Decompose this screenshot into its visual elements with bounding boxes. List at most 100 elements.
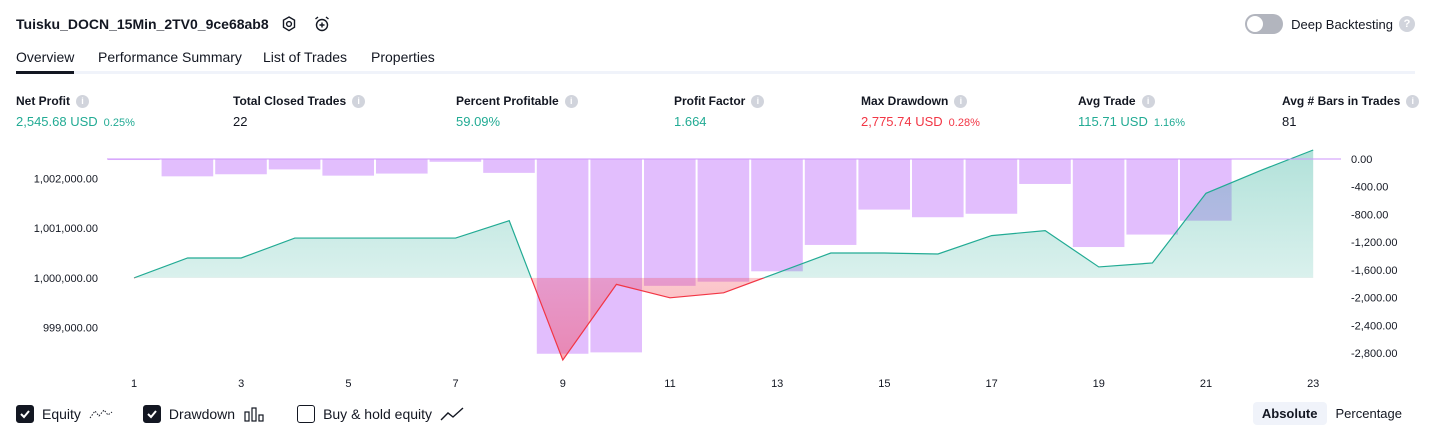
- equity-line: [133, 149, 1314, 362]
- tab-list-of-trades[interactable]: List of Trades: [263, 49, 348, 65]
- right-axis-tick: -2,800.00: [1351, 348, 1397, 360]
- drawdown-bar[interactable]: [804, 159, 857, 245]
- right-axis-tick: -2,000.00: [1351, 293, 1397, 305]
- x-axis-tick: 13: [771, 378, 783, 390]
- alarm-add-icon[interactable]: [311, 13, 333, 35]
- drawdown-bar[interactable]: [644, 159, 696, 286]
- metric-max-drawdown: Max Drawdown i 2,775.74 USD 0.28%: [861, 94, 980, 129]
- right-axis-tick: -800.00: [1351, 209, 1388, 221]
- legend-label: Equity: [42, 406, 81, 422]
- left-axis-tick: 999,000.00: [43, 323, 98, 335]
- x-axis-tick: 15: [878, 378, 890, 390]
- drawdown-bar[interactable]: [108, 159, 160, 161]
- checkbox-checked[interactable]: [16, 405, 34, 423]
- drawdown-bar[interactable]: [912, 159, 964, 218]
- info-icon[interactable]: i: [751, 94, 765, 108]
- x-axis-tick: 19: [1093, 378, 1105, 390]
- metric-profit-factor: Profit Factor i 1.664: [674, 94, 765, 129]
- legend-buy-hold-toggle[interactable]: Buy & hold equity: [297, 405, 464, 423]
- metric-value: 2,545.68 USD: [16, 114, 98, 129]
- drawdown-bar[interactable]: [751, 159, 803, 272]
- deep-backtesting-toggle[interactable]: [1245, 14, 1284, 34]
- drawdown-bar[interactable]: [590, 159, 642, 353]
- drawdown-bar[interactable]: [322, 159, 374, 176]
- question-icon[interactable]: ?: [1399, 16, 1415, 32]
- x-axis-tick: 5: [345, 378, 351, 390]
- metric-percent-profitable: Percent Profitable i 59.09%: [456, 94, 578, 129]
- info-icon[interactable]: i: [954, 94, 968, 108]
- right-axis-tick: -400.00: [1351, 182, 1388, 194]
- metric-label: Total Closed Trades: [233, 94, 347, 108]
- equity-area: [134, 150, 1314, 360]
- metric-label: Max Drawdown: [861, 94, 949, 108]
- metric-label: Percent Profitable: [456, 94, 559, 108]
- left-axis-tick: 1,001,000.00: [34, 223, 98, 235]
- drawdown-bar[interactable]: [215, 159, 267, 175]
- equity-area-positive: [134, 150, 1314, 278]
- metric-avg-bars-in-trades: Avg # Bars in Trades i 81: [1282, 94, 1420, 129]
- equity-line-negative: [134, 277, 766, 362]
- legend-label: Buy & hold equity: [323, 406, 433, 422]
- drawdown-bar[interactable]: [268, 159, 321, 170]
- info-icon[interactable]: i: [564, 94, 578, 108]
- x-axis-tick: 11: [664, 378, 675, 390]
- x-axis-tick: 23: [1307, 378, 1319, 390]
- x-axis-tick: 21: [1200, 378, 1212, 390]
- metric-net-profit: Net Profit i 2,545.68 USD 0.25%: [16, 94, 135, 129]
- equity-drawdown-chart[interactable]: 1,002,000.00 1,001,000.00 1,000,000.00 999,…: [0, 140, 1431, 395]
- checkbox-checked[interactable]: [142, 405, 161, 423]
- drawdown-bar[interactable]: [858, 159, 910, 210]
- gear-icon[interactable]: [278, 13, 300, 35]
- checkbox-unchecked[interactable]: [297, 405, 316, 423]
- deep-backtesting-control: Deep Backtesting ?: [1245, 12, 1415, 36]
- right-axis-tick: 0.00: [1351, 154, 1372, 166]
- trend-line-icon: [440, 406, 464, 422]
- metric-avg-trade: Avg Trade i 115.71 USD 1.16%: [1078, 94, 1185, 129]
- report-header: Tuisku_DOCN_15Min_2TV0_9ce68ab8 Deep Bac…: [16, 12, 1415, 38]
- info-icon[interactable]: i: [1406, 94, 1420, 108]
- drawdown-bar[interactable]: [965, 159, 1018, 214]
- metric-value: 115.71 USD: [1078, 114, 1148, 129]
- right-axis-tick: -2,400.00: [1351, 320, 1397, 332]
- x-axis-tick: 17: [985, 378, 997, 390]
- tab-overview[interactable]: Overview: [16, 49, 75, 74]
- drawdown-bar[interactable]: [161, 159, 214, 177]
- left-axis-tick: 1,002,000.00: [34, 173, 98, 185]
- chart-axes: 1,002,000.00 1,001,000.00 1,000,000.00 999,…: [34, 154, 1398, 390]
- value-mode-switch: Absolute Percentage: [1252, 402, 1411, 425]
- info-icon[interactable]: i: [76, 94, 89, 108]
- metric-value: 81: [1282, 114, 1297, 129]
- x-axis-tick: 1: [131, 378, 137, 390]
- legend-equity-toggle[interactable]: Equity: [16, 405, 113, 423]
- drawdown-bar[interactable]: [1126, 159, 1178, 235]
- summary-metrics: Net Profit i 2,545.68 USD 0.25% Total Clos…: [16, 94, 1420, 130]
- info-icon[interactable]: i: [1141, 94, 1155, 108]
- drawdown-bar[interactable]: [483, 159, 535, 173]
- equity-line-icon: [89, 406, 113, 422]
- right-axis-tick: -1,600.00: [1351, 265, 1397, 277]
- drawdown-bar[interactable]: [697, 159, 750, 282]
- tab-performance-summary[interactable]: Performance Summary: [98, 49, 242, 65]
- drawdown-bar[interactable]: [1019, 159, 1071, 184]
- metric-value: 22: [233, 114, 248, 129]
- chart-legend: Equity Drawdown Buy & hold equity: [16, 402, 494, 426]
- tab-properties[interactable]: Properties: [371, 49, 435, 65]
- info-icon[interactable]: i: [352, 94, 366, 108]
- x-axis-tick: 9: [560, 378, 566, 390]
- equity-line-positive: [133, 149, 1314, 278]
- drawdown-bars-icon: [243, 406, 267, 422]
- drawdown-bar[interactable]: [376, 159, 428, 174]
- metric-value: 1.664: [674, 114, 707, 129]
- percentage-mode-button[interactable]: Percentage: [1335, 406, 1403, 421]
- drawdown-bar[interactable]: [1072, 159, 1125, 248]
- metric-percent: 0.25%: [103, 117, 135, 129]
- x-axis-tick: 7: [453, 378, 459, 390]
- metric-value: 59.09%: [456, 114, 501, 129]
- metric-percent: 1.16%: [1153, 117, 1186, 129]
- absolute-mode-button[interactable]: Absolute: [1252, 402, 1327, 425]
- right-axis-tick: -1,200.00: [1351, 237, 1397, 249]
- metric-label: Avg Trade: [1078, 94, 1136, 108]
- legend-drawdown-toggle[interactable]: Drawdown: [142, 405, 267, 423]
- drawdown-bar[interactable]: [429, 159, 482, 162]
- left-axis-tick: 1,000,000.00: [34, 273, 98, 285]
